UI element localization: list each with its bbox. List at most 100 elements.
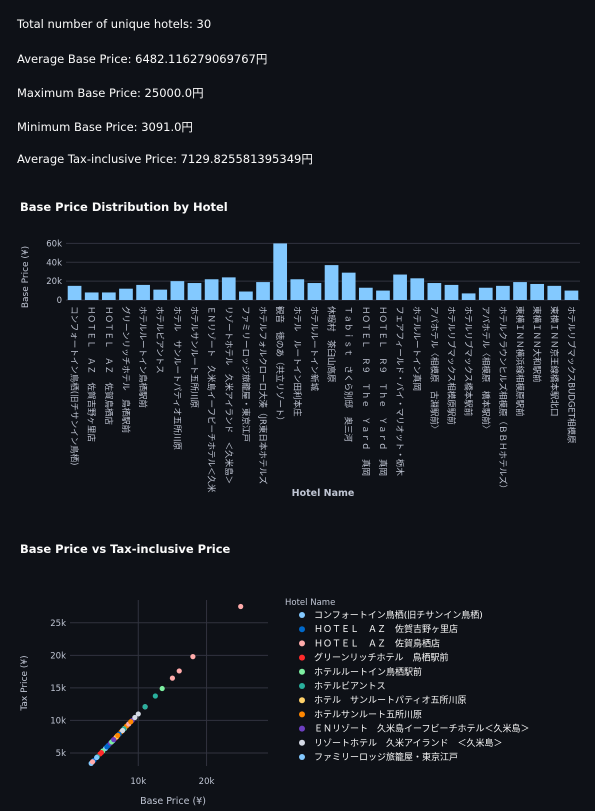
x-tick-label: 休暇村 茶臼山高原 [326, 306, 337, 383]
legend-entry: ＨＯＴＥＬ ＡＺ 佐賀吉野ヶ里店 [314, 623, 458, 635]
x-tick-label: コンフォートイン鳥栖(旧チサンイン鳥栖) [69, 306, 80, 465]
bar [564, 290, 579, 300]
x-tick-label: アパホテル〈相模原 古淵駅前〉 [428, 306, 439, 433]
legend-marker [299, 754, 305, 760]
bar [358, 287, 373, 300]
x-tick-label: ＨＯＴＥＬ Ｒ９ Ｔｈｅ Ｙａｒｄ 真岡 [360, 306, 371, 476]
legend-marker [299, 654, 305, 661]
scatter-chart: 5k 10k 15k 20k 25k 10k 20k Tax Price (¥) Base Pr… [20, 598, 529, 807]
bar [101, 292, 116, 300]
bar [341, 272, 356, 300]
scatter-point [94, 754, 100, 761]
scatter-point [119, 727, 126, 734]
x-tick-label: 10k [130, 777, 146, 787]
bar [478, 287, 493, 300]
scatter-point [169, 675, 176, 681]
y-tick-label: 40k [46, 258, 62, 268]
x-tick-label: ホテルリブマックスBUDGET相模原 [565, 306, 576, 444]
legend-entry: ホテルルートイン鳥栖駅前 [314, 666, 422, 678]
x-tick-label: 東横ＩＮＮ京王線橋本駅北口 [548, 306, 559, 417]
scatter-point [128, 719, 134, 725]
x-axis-label: Base Price (¥) [140, 796, 206, 807]
x-tick-label: ホテルルートイン新城 [308, 306, 319, 392]
bar [324, 265, 339, 300]
x-tick-label: 観音 徳のあ（共立リゾート） [274, 306, 285, 425]
legend-entry: ホテルビアントス [314, 681, 386, 692]
legend-marker [299, 626, 305, 633]
bar-chart: 0 20k 40k 60k コンフォートイン鳥栖(旧チサンイン鳥栖) ＨＯＴＥＬ ＡＺ 佐… [21, 239, 580, 499]
x-tick-label: ホテルリブマックス橋本駅前 [463, 306, 474, 417]
bar [204, 279, 219, 300]
bar-chart-title: Base Price Distribution by Hotel [20, 200, 228, 214]
scatter-point [238, 603, 244, 610]
scatter-point [152, 693, 158, 699]
x-tick-label: ホテルビアントス [154, 306, 164, 374]
legend-entry: ＥＮリゾート 久米島イーフビーチホテル＜久米島＞ [314, 723, 529, 735]
y-tick-label: 25k [50, 619, 66, 629]
x-tick-label: ＨＯＴＥＬ Ｒ９ Ｔｈｅ Ｙａｒｄ 真岡 [377, 306, 388, 476]
stat-average-base-price: Average Base Price: 6482.116279069767円 [17, 52, 268, 66]
legend-marker [299, 668, 305, 675]
bar [136, 284, 150, 300]
x-tick-label: ホテルルートイン真岡 [411, 306, 422, 391]
x-tick-label: ＨＯＴＥＬ ＡＺ 佐賀吉野ヶ里店 [86, 306, 97, 443]
stat-total-hotels: Total number of unique hotels: 30 [17, 17, 212, 31]
x-tick-label: ホテルクラウンヒルズ相模原（ＢＢＨホテルズ） [497, 306, 508, 493]
x-tick-label: ホテルサンルート五所川原 [189, 306, 200, 408]
legend-entry: ファミリーロッジ旅籠屋・東京江戸 [314, 751, 458, 763]
y-tick-label: 10k [50, 716, 66, 726]
scatter-point [135, 711, 141, 717]
scatter-point [98, 750, 105, 756]
bar [221, 277, 236, 300]
legend-marker [299, 725, 305, 732]
scatter-point [111, 737, 117, 743]
x-tick-label: Ｔａｂｉｓｔ さくら別邸 奥三河 [343, 306, 354, 443]
x-tick-label: リゾートホテル 久米アイランド ＜久米島＞ [223, 306, 234, 484]
bar [119, 288, 133, 300]
legend-entry: グリーンリッチホテル 鳥栖駅前 [314, 652, 449, 664]
legend-marker [299, 739, 305, 746]
y-tick-label: 20k [46, 277, 62, 287]
legend-entry: ＨＯＴＥＬ ＡＺ 佐賀鳥栖店 [314, 637, 440, 649]
legend-entry: ホテル サンルートパティオ五所川原 [314, 695, 466, 706]
legend-marker [299, 683, 305, 689]
legend-marker [299, 640, 305, 647]
stat-maximum-base-price: Maximum Base Price: 25000.0円 [17, 86, 204, 100]
x-tick-label: ホテルリブマックス相模原駅前 [446, 306, 457, 425]
bar [410, 278, 425, 300]
x-tick-label: アパホテル〈相模原 橋本駅前〉 [480, 306, 491, 433]
y-tick-label: 15k [50, 684, 66, 694]
bar [170, 281, 185, 300]
scatter-point [176, 668, 182, 674]
bar [393, 274, 407, 300]
y-axis-label: Tax Price (¥) [20, 655, 30, 711]
x-axis-label: Hotel Name [292, 488, 355, 499]
scatter-chart-title: Base Price vs Tax-inclusive Price [20, 542, 231, 556]
bar [513, 282, 527, 300]
legend-entry: コンフォートイン鳥栖(旧チサンイン鳥栖) [314, 609, 483, 621]
scatter-point [190, 654, 196, 660]
y-tick-label: 60k [46, 239, 62, 249]
x-tick-label: ファミリーロッジ旅籠屋・東京江戸 [240, 306, 251, 442]
x-tick-label: 20k [199, 777, 215, 787]
legend-title: Hotel Name [285, 598, 335, 608]
x-tick-label: ホテルルートイン鳥栖駅前 [137, 306, 148, 409]
scatter-point [159, 685, 165, 692]
x-tick-label: ＨＯＴＥＬ ＡＺ 佐賀鳥栖店 [103, 306, 114, 426]
scatter-point [104, 744, 110, 750]
bar [187, 283, 202, 300]
legend-marker [299, 711, 305, 718]
x-tick-label: 東横ＩＮＮ横浜線相模原駅前 [514, 306, 525, 417]
x-tick-label: グリーンリッチホテル 鳥栖駅前 [120, 306, 131, 434]
bar [444, 284, 459, 300]
bar [307, 283, 322, 300]
bar [153, 289, 168, 300]
bar [67, 285, 82, 300]
x-tick-label: フェアフィールド・バイ・マリオット・栃木 [394, 306, 405, 476]
stat-minimum-base-price: Minimum Base Price: 3091.0円 [17, 120, 193, 134]
bar [256, 282, 270, 300]
y-tick-label: 5k [56, 749, 66, 759]
x-tick-label: 東横ＩＮＮ大和駅前 [531, 306, 542, 383]
scatter-point [89, 759, 96, 765]
legend-entry: リゾートホテル 久米アイランド ＜久米島＞ [314, 737, 503, 749]
